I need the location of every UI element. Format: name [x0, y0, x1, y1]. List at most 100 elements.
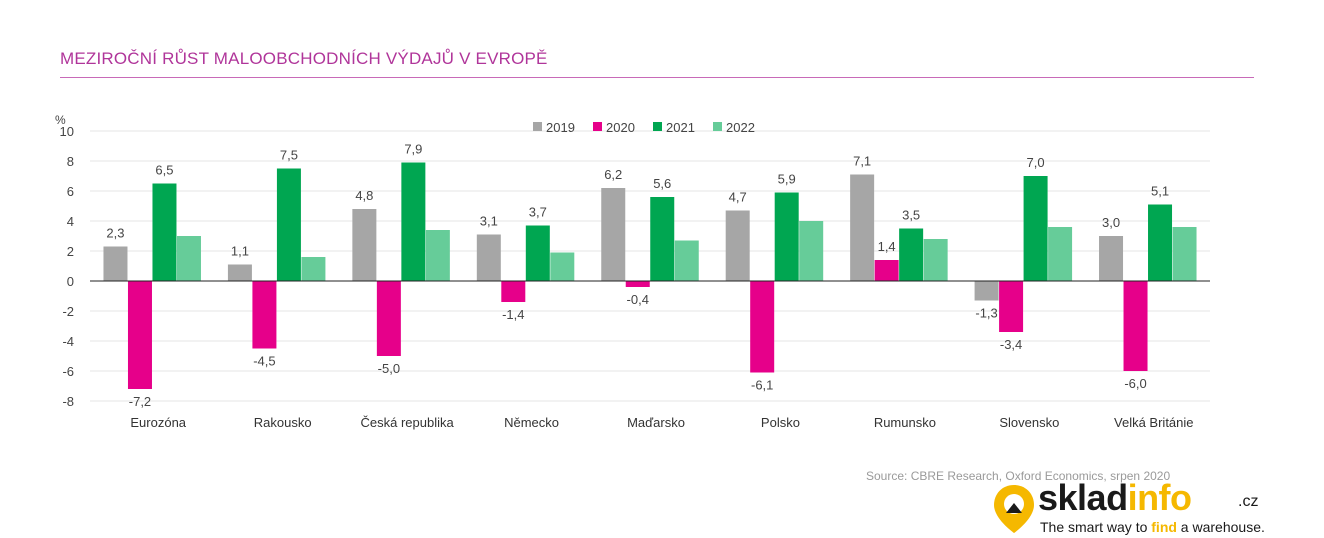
- legend-label: 2019: [546, 120, 575, 135]
- data-label: 3,0: [1102, 215, 1120, 230]
- legend-label: 2020: [606, 120, 635, 135]
- data-label: -5,0: [378, 361, 400, 376]
- legend-label: 2021: [666, 120, 695, 135]
- bar-2019: [850, 174, 875, 281]
- bar-2021: [276, 168, 301, 281]
- y-tick-label: 0: [67, 274, 74, 289]
- bar-2022: [923, 239, 948, 281]
- y-axis-label: %: [55, 113, 66, 127]
- bar-2022: [674, 240, 699, 281]
- category-label: Rumunsko: [874, 415, 936, 430]
- bar-2021: [1023, 176, 1048, 281]
- category-label: Německo: [504, 415, 559, 430]
- data-label: -0,4: [627, 292, 649, 307]
- bar-2019: [227, 264, 252, 281]
- bar-2022: [301, 257, 326, 281]
- bar-2020: [376, 281, 401, 356]
- y-tick-label: 2: [67, 244, 74, 259]
- source-note: Source: CBRE Research, Oxford Economics,…: [866, 469, 1171, 483]
- category-label: Rakousko: [254, 415, 312, 430]
- y-tick-label: 4: [67, 214, 74, 229]
- y-tick-label: -6: [62, 364, 74, 379]
- legend-swatch-2021: [653, 122, 662, 131]
- data-label: 3,1: [480, 214, 498, 229]
- data-label: 1,1: [231, 244, 249, 259]
- bar-2020: [1123, 281, 1148, 371]
- y-tick-label: 10: [60, 124, 74, 139]
- bar-2019: [601, 188, 626, 281]
- chart-title: MEZIROČNÍ RŮST MALOOBCHODNÍCH VÝDAJŮ V E…: [60, 49, 548, 68]
- bar-2020: [625, 281, 650, 287]
- bar-2020: [999, 281, 1024, 332]
- y-tick-label: -4: [62, 334, 74, 349]
- data-label: 6,5: [155, 163, 173, 178]
- data-label: 3,5: [902, 208, 920, 223]
- data-label: -1,3: [975, 306, 997, 321]
- y-tick-label: -2: [62, 304, 74, 319]
- bar-2020: [501, 281, 526, 302]
- bar-2021: [650, 197, 675, 281]
- bar-2020: [127, 281, 152, 389]
- category-label: Velká Británie: [1114, 415, 1194, 430]
- bar-2020: [252, 281, 277, 349]
- data-label: 7,9: [404, 142, 422, 157]
- category-label: Polsko: [761, 415, 800, 430]
- bar-2020: [874, 260, 899, 281]
- bar-2021: [401, 162, 426, 281]
- data-label: -1,4: [502, 307, 524, 322]
- map-pin-icon: [994, 485, 1034, 533]
- data-label: 7,0: [1027, 155, 1045, 170]
- legend-swatch-2020: [593, 122, 602, 131]
- data-label: -6,0: [1124, 376, 1146, 391]
- bar-2022: [176, 236, 201, 281]
- bar-2022: [1172, 227, 1197, 281]
- logo-wordmark: skladinfo: [1038, 477, 1192, 518]
- bar-2019: [725, 210, 750, 281]
- data-label: 4,8: [355, 188, 373, 203]
- bar-2019: [476, 234, 501, 281]
- category-label: Slovensko: [999, 415, 1059, 430]
- bar-2021: [899, 228, 924, 281]
- bar-2021: [1148, 204, 1173, 281]
- bar-2022: [1048, 227, 1073, 281]
- bar-2019: [1099, 236, 1124, 281]
- category-label: Česká republika: [361, 415, 455, 430]
- bar-2022: [550, 252, 575, 281]
- legend-swatch-2019: [533, 122, 542, 131]
- bar-2019: [352, 209, 377, 281]
- data-label: 2,3: [106, 226, 124, 241]
- data-label: 5,1: [1151, 184, 1169, 199]
- legend-swatch-2022: [713, 122, 722, 131]
- data-label: 7,1: [853, 154, 871, 169]
- bar-2021: [152, 183, 177, 281]
- bar-2019: [103, 246, 128, 281]
- bar-2021: [774, 192, 799, 281]
- data-label: -7,2: [129, 394, 151, 409]
- category-label: Maďarsko: [627, 415, 685, 430]
- legend-label: 2022: [726, 120, 755, 135]
- title-divider: [60, 77, 1254, 78]
- bar-chart: -8 -6 -4 -2 0 2 4 6 8 10% 2,3 -7,2 6,5 Eurozóna 1,1 -4,…: [55, 113, 1210, 430]
- logo-tld: .cz: [1238, 493, 1259, 510]
- y-tick-label: 8: [67, 154, 74, 169]
- data-label: 1,4: [878, 239, 896, 254]
- bar-2019: [974, 281, 999, 301]
- data-label: 3,7: [529, 205, 547, 220]
- data-label: 6,2: [604, 167, 622, 182]
- bar-2022: [425, 230, 450, 281]
- data-label: 5,6: [653, 176, 671, 191]
- skladinfo-logo: skladinfo .cz The smart way to find a wa…: [992, 477, 1322, 535]
- data-label: 4,7: [729, 190, 747, 205]
- logo-tagline: The smart way to find a warehouse.: [1040, 519, 1265, 535]
- data-label: 7,5: [280, 148, 298, 163]
- bar-2020: [750, 281, 775, 373]
- data-label: 5,9: [778, 172, 796, 187]
- y-tick-label: 6: [67, 184, 74, 199]
- bar-2021: [525, 225, 550, 281]
- data-label: -3,4: [1000, 337, 1022, 352]
- data-label: -4,5: [253, 354, 275, 369]
- bar-2022: [799, 221, 824, 281]
- y-tick-label: -8: [62, 394, 74, 409]
- category-label: Eurozóna: [130, 415, 186, 430]
- data-label: -6,1: [751, 378, 773, 393]
